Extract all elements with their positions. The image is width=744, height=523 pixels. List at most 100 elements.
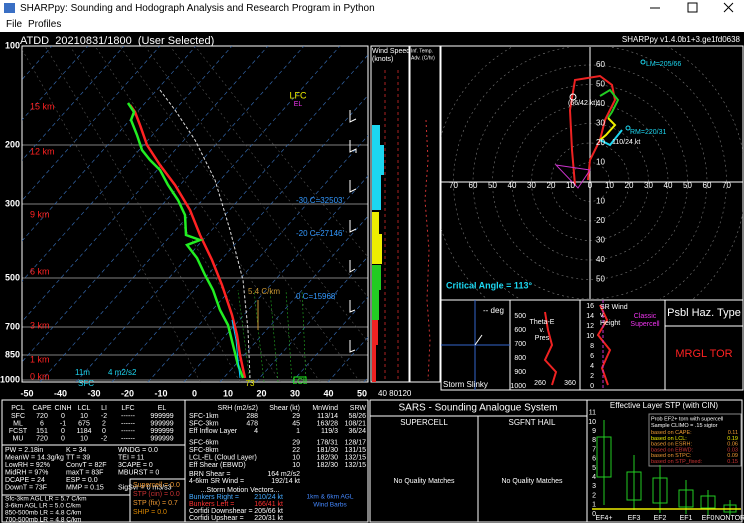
height-label: 9 km [30, 209, 50, 219]
level-label: 0 C=15968' [296, 292, 337, 301]
maximize-button[interactable] [687, 2, 698, 13]
theta-title: Theta-E [530, 319, 555, 326]
mixing-line [285, 289, 293, 382]
vector-value: 205/66 kt [254, 508, 283, 515]
parcel-cell: 1184 [76, 428, 91, 435]
stp-ytick: 1 [592, 502, 596, 509]
surface-label: 4 m2/s2 [108, 368, 137, 377]
parcel-cell: -1 [60, 420, 66, 427]
height-label: 3 km [30, 320, 50, 330]
ring-label: 70 [449, 181, 458, 190]
slinky-title: Storm Slinky [443, 380, 488, 389]
prob-box [648, 413, 742, 467]
mixing-line [301, 289, 307, 382]
ring-label: 50 [488, 181, 497, 190]
parcel-header: LI [101, 405, 107, 412]
kinematic-frame [184, 399, 369, 523]
temp-adv-trace [424, 119, 431, 381]
kin-brn: 4-6km SR Wind = [189, 478, 244, 485]
ring-label: 10 [596, 158, 605, 167]
hazard-frame [664, 299, 744, 391]
stp-category: EF0 [702, 515, 715, 522]
prob-value: 0.11 [728, 430, 738, 436]
box [596, 436, 612, 478]
isotherm [22, 46, 233, 282]
sr-title: SR Wind [600, 304, 628, 311]
kin-cell: Eff Shear (EBWD) [189, 462, 246, 469]
kin-cell: 108/21 [345, 420, 367, 427]
stp-ytick: 4 [592, 474, 596, 481]
ring-label: 30 [596, 236, 605, 245]
dewpoint-trace [126, 102, 245, 379]
lcl-box [293, 376, 307, 382]
isotherm [183, 175, 368, 382]
parcel-cell: FCST [9, 428, 28, 435]
ring-label: 0 [588, 181, 593, 190]
parcel-header: EL [158, 405, 167, 412]
composite-index: STP (fix) = 0.7 [133, 500, 178, 507]
menu-item[interactable]: Profiles [28, 19, 61, 30]
mixing-line [237, 289, 251, 382]
vector-label: Corfidi Upshear = [189, 515, 244, 522]
stp-ytick: 9 [592, 428, 596, 435]
parcel-cell: ------ [121, 435, 136, 442]
lapse-label: 5.4 C/km [248, 287, 280, 296]
ring-label: 40 [508, 181, 517, 190]
sr-height: 14 [586, 313, 594, 320]
temp-label: -20 [121, 388, 134, 398]
stp-frame [586, 399, 743, 523]
dry-adiabat [44, 46, 241, 382]
parcel-cell: 10 [80, 413, 88, 420]
close-button[interactable] [723, 2, 734, 13]
mixing-line [253, 289, 265, 382]
hodograph-panel [440, 45, 744, 301]
temp-label: 20 [256, 388, 266, 398]
hodo-yellow [599, 117, 617, 141]
index-cell: DCAPE = 24 [5, 477, 45, 484]
kin-cell: 36/24 [348, 428, 366, 435]
stp-ytick: 6 [592, 456, 596, 463]
sars-matches: No Quality Matches [501, 478, 563, 485]
lfc-label: LFC [289, 90, 307, 100]
kin-cell: 113/14 [317, 413, 338, 420]
hodo-red [568, 74, 617, 186]
sr-height: 16 [586, 303, 594, 310]
menu-item[interactable]: File [6, 19, 23, 30]
kin-header: Shear (kt) [269, 405, 300, 412]
critical-angle: Critical Angle = 113° [446, 280, 532, 290]
parcel-cell: SFC [11, 413, 25, 420]
ring-label: 60 [703, 181, 712, 190]
parcel-cell: 0 [61, 428, 65, 435]
ring-label: 60 [469, 181, 478, 190]
station-header: ATDD 20210831/1800 (User Selected) [20, 35, 214, 47]
parcel-cell: 0 [61, 435, 65, 442]
kin-cell: 10 [292, 462, 300, 469]
prob-label: based on STP_fixed: [651, 459, 703, 465]
prob-value: 0.06 [727, 442, 738, 448]
kin-cell: 478 [246, 420, 258, 427]
sr-height: 4 [590, 363, 594, 370]
surface-label: SFC [78, 379, 94, 388]
level-label: -30 C=32503' [296, 196, 344, 205]
kin-cell: 131/15 [345, 447, 367, 454]
parcel-header: LCL [78, 405, 91, 412]
index-cell: maxT = 83F [66, 469, 103, 476]
kin-cell: 288 [246, 413, 258, 420]
window-controls[interactable] [650, 2, 734, 13]
wind-bar-mid [372, 212, 382, 264]
ring-label: 10 [596, 197, 605, 206]
mean-wind-marker [569, 93, 577, 101]
version: SHARPpy v1.4.0b1+3.ge1fd0638 [622, 35, 741, 44]
parcel-header: CINH [54, 405, 71, 412]
kin-cell: 119/3 [321, 428, 338, 435]
sr-height: 6 [590, 353, 594, 360]
temp-label: -50 [20, 388, 33, 398]
parcel-header: CAPE [32, 405, 51, 412]
theta-pressure: 1000 [510, 383, 526, 390]
sr-type: Classic [634, 313, 657, 320]
theta-pressure: 800 [514, 355, 526, 362]
dry-adiabat [194, 46, 368, 258]
isotherm [147, 135, 368, 382]
prob-label: based on EBWD: [651, 447, 694, 453]
